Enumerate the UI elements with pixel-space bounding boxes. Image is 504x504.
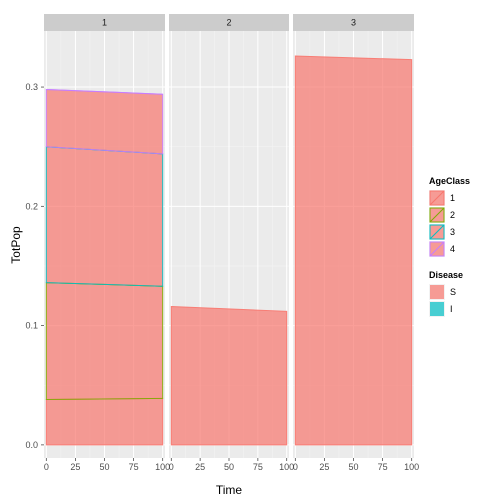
y-tick-label: 0.0 [25,440,38,450]
legend-label: 1 [450,193,455,203]
x-tick-label: 100 [404,462,419,472]
legend-key-line [429,190,445,206]
x-tick-label: 75 [129,462,139,472]
x-tick-label: 75 [253,462,263,472]
area-band-age1-S [294,55,413,446]
legend-key [430,302,444,316]
x-tick-label: 25 [319,462,329,472]
facet-panel-3: 3 0 25 50 75 100 [293,14,419,472]
facet-strip [169,14,289,31]
y-axis-title: TotPop [9,226,23,264]
area-band-age1-S [170,306,288,446]
legend-disease: Disease SI [429,270,463,317]
facet-strip-label: 2 [226,18,231,28]
legend-label: 3 [450,227,455,237]
legend-label: S [450,287,456,297]
area-band-age1-S [45,397,164,446]
area-band-age4-I [46,88,163,95]
legend-key [430,285,444,299]
facet-panel-1: 1 0 25 50 75 100 [44,14,170,472]
x-tick-label: 25 [70,462,80,472]
legend-key-line [429,224,445,240]
x-tick-label: 75 [378,462,388,472]
facet-strip [293,14,414,31]
x-tick-label: 100 [155,462,170,472]
legend-title: AgeClass [429,176,470,186]
area-band-age4-S [45,88,164,155]
legend-key-line [429,241,445,257]
x-tick-label: 0 [44,462,49,472]
x-axis-title: Time [216,483,243,497]
y-tick-label: 0.1 [25,321,38,331]
facet-strip [44,14,165,31]
y-tick-label: 0.3 [25,82,38,92]
x-tick-label: 25 [195,462,205,472]
legend-label: I [450,304,453,314]
area-band-age2-S [45,282,164,401]
x-tick-label: 100 [279,462,294,472]
x-tick-label: 50 [224,462,234,472]
legend-label: 2 [450,210,455,220]
legend-label: 4 [450,244,455,254]
x-tick-label: 0 [293,462,298,472]
x-tick-label: 50 [99,462,109,472]
legend-ageclass: AgeClass 1 2 3 4 [429,176,470,257]
facet-strip-label: 1 [102,18,107,28]
x-tick-label: 50 [348,462,358,472]
area-band-age3-S [45,146,164,287]
facet-strip-label: 3 [351,18,356,28]
legend-title: Disease [429,270,463,280]
x-tick-label: 0 [169,462,174,472]
legend-key-line [429,207,445,223]
facet-panel-2: 2 0 25 50 75 100 [169,14,294,472]
y-tick-label: 0.2 [25,201,38,211]
